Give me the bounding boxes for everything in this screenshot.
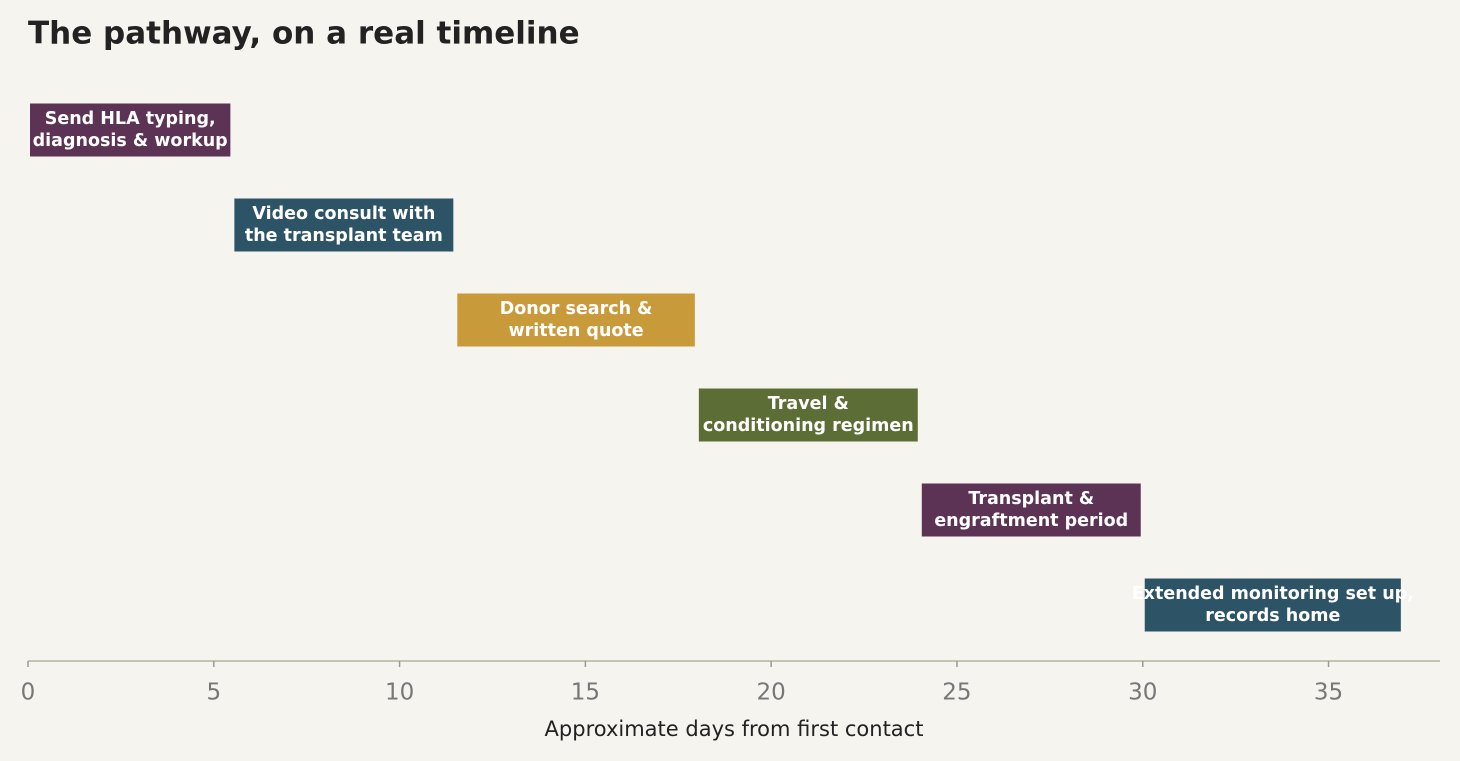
task-label: Send HLA typing, diagnosis & workup — [33, 109, 228, 151]
x-tick-label: 25 — [942, 680, 971, 706]
task-label-line: Travel & — [768, 394, 849, 414]
x-tick-label: 5 — [206, 680, 221, 706]
task-label-line: Transplant & — [968, 489, 1094, 509]
task-bar — [921, 483, 1141, 537]
x-tick-label: 15 — [571, 680, 600, 706]
task-label-line: records home — [1205, 606, 1340, 626]
x-tick-label: 10 — [385, 680, 414, 706]
task-label: Transplant & engraftment period — [934, 489, 1128, 531]
task-label: Travel & conditioning regimen — [703, 394, 914, 436]
task-label-line: Send HLA typing, — [45, 109, 216, 129]
x-tick-label: 35 — [1314, 680, 1343, 706]
task-label-line: diagnosis & workup — [33, 131, 228, 151]
task-label: Donor search & written quote — [500, 299, 653, 341]
x-tick-label: 30 — [1128, 680, 1157, 706]
task-bar — [234, 198, 454, 252]
task-bar — [1144, 578, 1401, 632]
x-tick-label: 20 — [757, 680, 786, 706]
task-bar — [698, 388, 918, 442]
task-label-line: written quote — [508, 321, 643, 341]
task-label: Video consult with the transplant team — [245, 204, 443, 246]
x-axis-label: Approximate days from first contact — [545, 717, 924, 741]
task-bar — [30, 103, 231, 157]
task-bar — [457, 293, 695, 347]
task-label-line: Donor search & — [500, 299, 653, 319]
task-label: Extended monitoring set up, records home — [1132, 584, 1414, 626]
task-label-line: Extended monitoring set up, — [1132, 584, 1414, 604]
chart-title: The pathway, on a real timeline — [28, 16, 580, 52]
task-label-line: engraftment period — [934, 511, 1128, 531]
task-label-line: the transplant team — [245, 226, 443, 246]
task-label-line: Video consult with — [252, 204, 435, 224]
x-tick-label: 0 — [21, 680, 36, 706]
task-label-line: conditioning regimen — [703, 416, 914, 436]
